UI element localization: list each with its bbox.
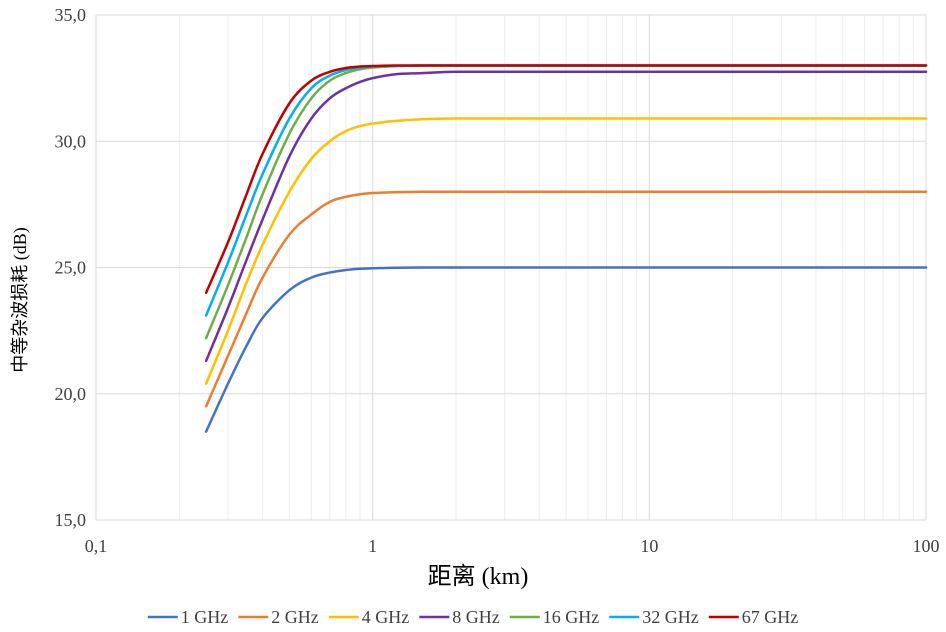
y-tick-label: 25,0 [55,258,87,278]
legend-label: 32 GHz [642,607,699,627]
legend-label: 16 GHz [543,607,600,627]
legend-item: 8 GHz [419,607,500,627]
legend-label: 1 GHz [181,607,229,627]
series-line-1-ghz [204,266,928,433]
x-tick-label: 1 [368,536,377,556]
series-line-2-ghz [204,190,928,408]
legend: 1 GHz 2 GHz 4 GHz 8 GHz 16 GHz 32 GHz 67 GHz [147,607,799,627]
y-tick-labels: 15,0 20,0 25,0 30,0 35,0 [55,5,87,530]
y-tick-label: 15,0 [55,510,87,530]
legend-item: 16 GHz [509,607,600,627]
series-line-67-ghz [204,64,928,294]
legend-item: 32 GHz [609,607,699,627]
y-tick-label: 35,0 [55,5,87,25]
x-tick-labels: 0,1 1 10 100 [85,536,940,556]
y-tick-label: 30,0 [55,131,87,151]
series-line-8-ghz [204,70,928,363]
x-tick-label: 10 [640,536,658,556]
legend-item: 2 GHz [238,607,319,627]
y-tick-label: 20,0 [55,384,87,404]
legend-label: 67 GHz [742,607,799,627]
y-axis-title: 中等杂波损耗 (dB) [10,227,31,373]
legend-label: 4 GHz [362,607,410,627]
legend-label: 2 GHz [271,607,319,627]
series-lines [204,64,928,433]
x-axis-title: 距离 (km) [428,563,529,590]
series-line-4-ghz [204,117,928,385]
legend-item: 67 GHz [708,607,799,627]
legend-item: 1 GHz [147,607,229,627]
legend-label: 8 GHz [452,607,500,627]
x-tick-label: 100 [913,536,940,556]
legend-item: 4 GHz [328,607,410,627]
x-tick-label: 0,1 [85,536,108,556]
